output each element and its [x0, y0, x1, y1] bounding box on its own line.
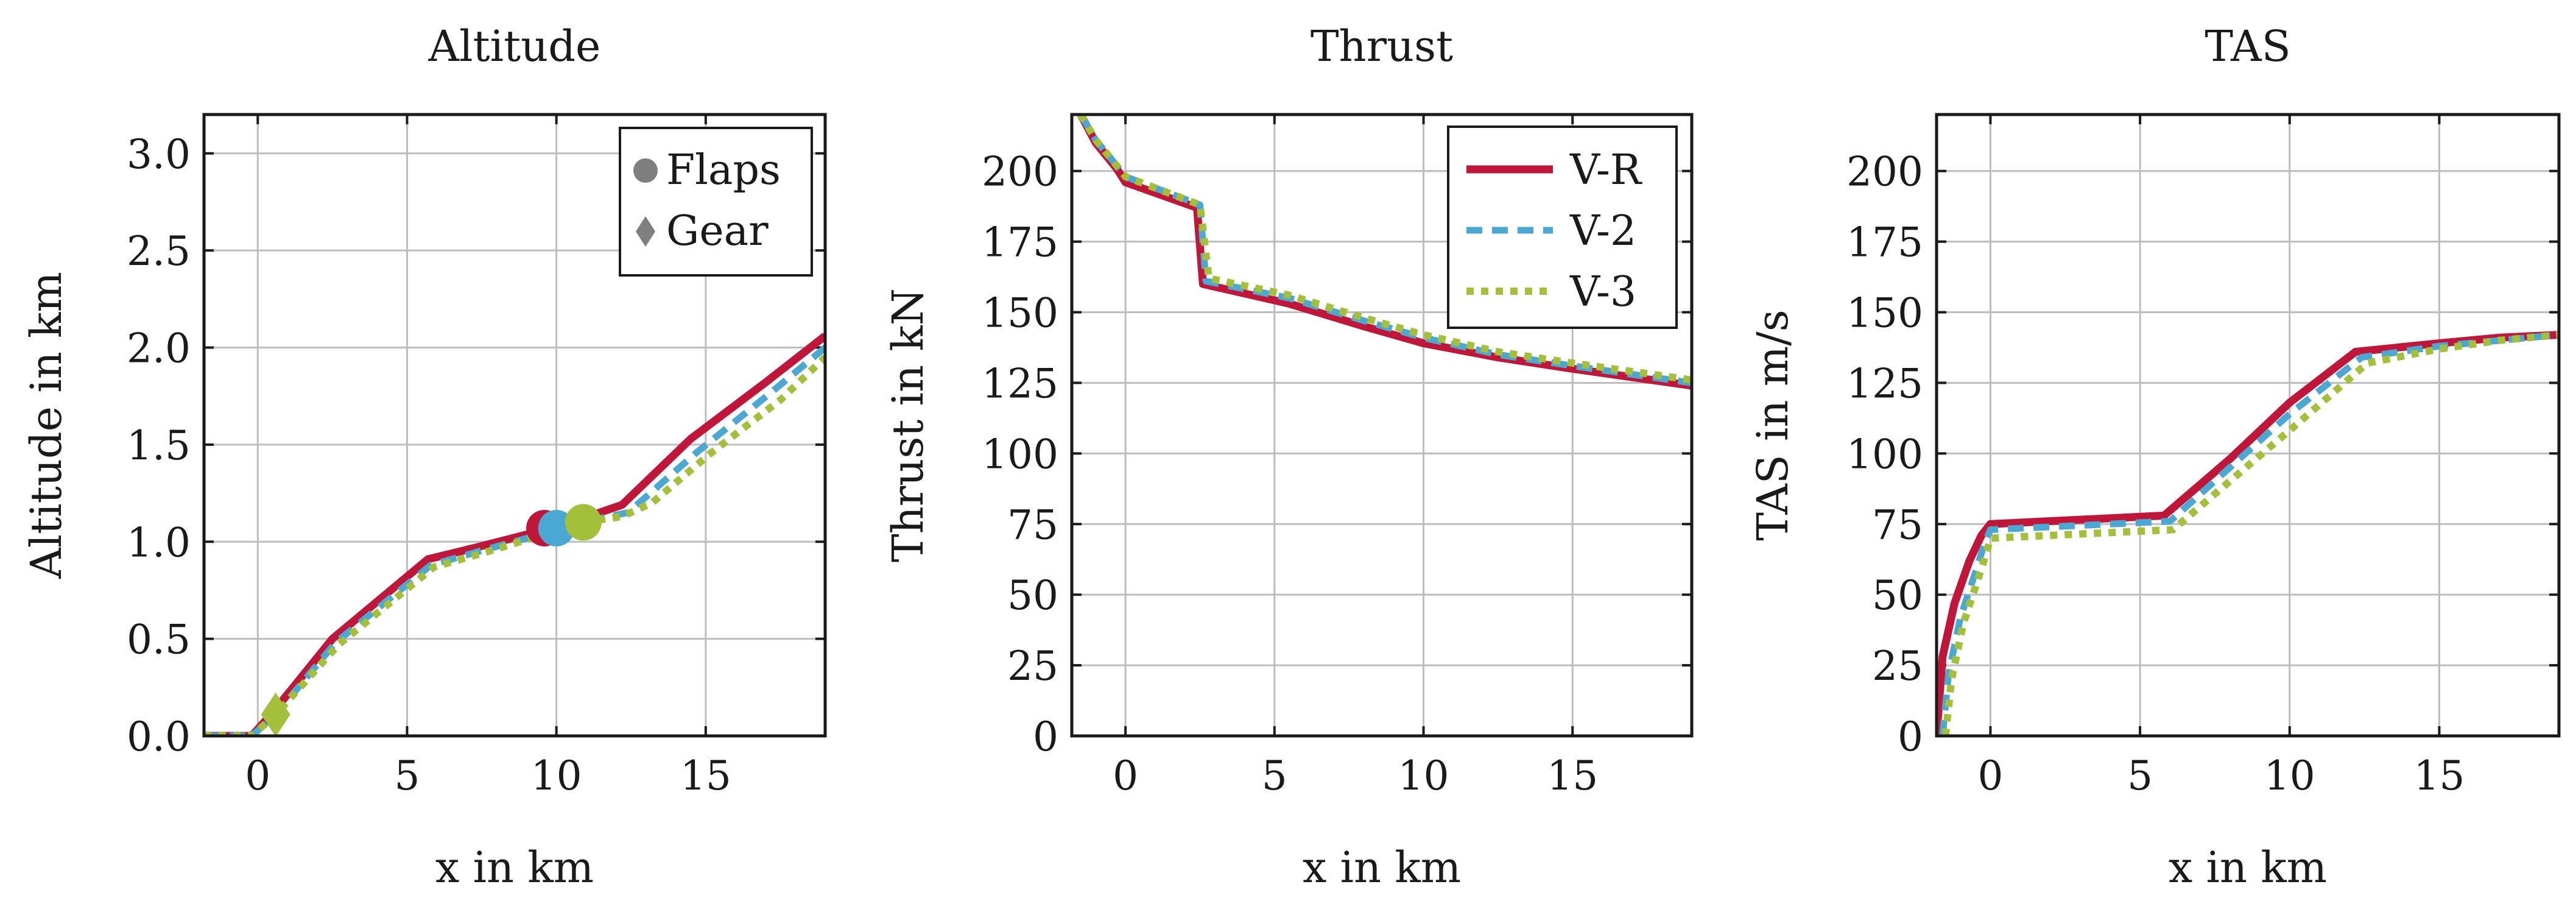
y-axis-label: Thrust in kN: [883, 288, 933, 562]
legend-flaps-label: Flaps: [666, 146, 781, 194]
x-axis-label: x in km: [2169, 843, 2327, 892]
y-tick-label: 150: [982, 290, 1058, 337]
y-tick-label: 25: [1007, 643, 1058, 690]
gear-marker: [261, 692, 290, 737]
series-line-v-r: [1937, 331, 2559, 736]
y-tick-label: 1.0: [127, 519, 191, 566]
series-group: [204, 333, 825, 736]
y-tick-label: 50: [1872, 572, 1923, 619]
y-tick-label: 150: [1846, 290, 1923, 337]
legend-gear-icon: [636, 216, 655, 247]
plot-frame: [1070, 113, 1694, 738]
y-tick-label: 1.5: [127, 422, 191, 469]
x-tick-label: 15: [1547, 752, 1598, 799]
series-group: [1937, 331, 2559, 736]
y-tick-label: 0.5: [127, 617, 191, 663]
y-tick-label: 125: [982, 360, 1058, 407]
x-tick-label: 10: [2264, 752, 2315, 799]
y-tick-label: 0.0: [127, 713, 191, 760]
y-axis-label: Altitude in km: [21, 272, 71, 579]
series-line-v-3: [1077, 115, 1692, 384]
y-tick-label: 100: [982, 431, 1058, 478]
x-tick-label: 0: [245, 752, 270, 799]
y-tick-label: 25: [1872, 643, 1923, 690]
x-axis-label: x in km: [435, 843, 594, 892]
plot-frame: [1935, 113, 2561, 738]
chart-title: Thrust: [1311, 21, 1453, 71]
y-tick-label: 2.5: [127, 228, 191, 275]
y-tick-label: 75: [1007, 501, 1058, 548]
series-line-v-2: [1939, 331, 2559, 736]
y-tick-label: 2.0: [127, 325, 191, 372]
y-tick-label: 0: [1898, 713, 1923, 760]
y-tick-label: 50: [1007, 572, 1058, 619]
y-tick-label: 75: [1872, 501, 1923, 548]
x-tick-label: 5: [394, 752, 420, 799]
y-tick-label: 0: [1033, 713, 1058, 760]
legend-box: [619, 127, 813, 277]
y-tick-label: 100: [1846, 431, 1923, 478]
panel-altitude: 0 5 10 15 0.0 0.5 1.0 1.5 2.0 2.5 3.0 Altitude x in …: [21, 21, 827, 892]
x-tick-label: 0: [1113, 752, 1138, 799]
x-tick-label: 5: [1262, 752, 1287, 799]
chart-title: TAS: [2205, 21, 2290, 71]
y-tick-label: 175: [1846, 219, 1923, 266]
legend-label-v-r: V-R: [1569, 146, 1642, 194]
legend-label-v-2: V-2: [1569, 207, 1636, 255]
series-group: [1077, 115, 1692, 390]
x-tick-label: 10: [1398, 752, 1449, 799]
x-tick-label: 15: [2413, 752, 2465, 799]
y-tick-label: 3.0: [127, 131, 191, 178]
x-axis-label: x in km: [1303, 843, 1461, 892]
flaps-marker: [565, 504, 602, 541]
chart-title: Altitude: [428, 21, 601, 71]
y-tick-label: 200: [982, 149, 1058, 196]
x-tick-label: 15: [680, 752, 731, 799]
legend-box: [1447, 125, 1678, 329]
plot-frame: [202, 113, 827, 738]
y-tick-label: 175: [982, 219, 1058, 266]
series-legend: V-R V-2 V-3: [1447, 125, 1678, 329]
y-tick-label: 125: [1846, 360, 1923, 407]
legend-label-v-3: V-3: [1569, 268, 1636, 316]
legend-gear-label: Gear: [666, 207, 769, 255]
series-line-v-3: [1941, 331, 2559, 736]
x-tick-label: 5: [2127, 752, 2153, 799]
y-tick-label: 200: [1846, 149, 1923, 196]
series-line-v-r: [204, 333, 825, 736]
marker-legend: Flaps Gear: [619, 127, 813, 277]
y-axis-label: TAS in m/s: [1748, 309, 1798, 540]
x-tick-label: 0: [1977, 752, 2003, 799]
x-tick-label: 10: [531, 752, 582, 799]
legend-flaps-icon: [633, 158, 658, 183]
